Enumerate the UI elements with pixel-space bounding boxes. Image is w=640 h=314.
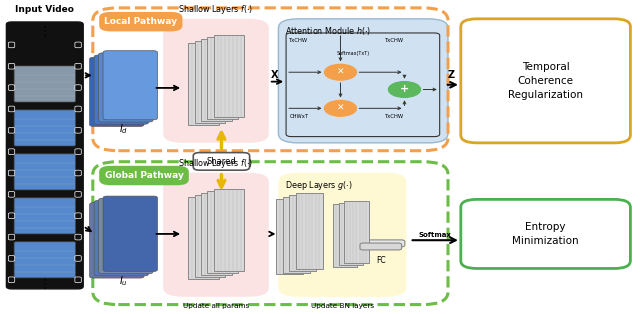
FancyBboxPatch shape [94, 55, 148, 124]
FancyBboxPatch shape [75, 149, 81, 154]
FancyBboxPatch shape [278, 19, 448, 143]
FancyBboxPatch shape [214, 35, 244, 117]
Text: Global Pathway: Global Pathway [104, 171, 184, 180]
FancyBboxPatch shape [75, 127, 81, 133]
FancyBboxPatch shape [99, 53, 153, 122]
FancyBboxPatch shape [188, 43, 219, 125]
Text: Shallow Layers $f(\cdot)$: Shallow Layers $f(\cdot)$ [179, 157, 253, 170]
FancyBboxPatch shape [75, 42, 81, 48]
Text: Temporal
Coherence
Regularization: Temporal Coherence Regularization [508, 62, 583, 100]
Circle shape [324, 64, 356, 80]
FancyBboxPatch shape [214, 189, 244, 271]
Text: +: + [400, 84, 409, 95]
FancyBboxPatch shape [207, 37, 238, 119]
Text: Update all params: Update all params [183, 303, 249, 309]
Text: X: X [271, 70, 278, 80]
FancyBboxPatch shape [333, 204, 357, 267]
FancyBboxPatch shape [163, 19, 269, 143]
Text: Local Pathway: Local Pathway [104, 17, 177, 26]
FancyBboxPatch shape [201, 193, 232, 275]
FancyBboxPatch shape [8, 85, 15, 90]
FancyBboxPatch shape [8, 106, 15, 112]
FancyBboxPatch shape [14, 66, 76, 102]
FancyBboxPatch shape [75, 234, 81, 240]
Text: Z: Z [447, 70, 455, 80]
FancyBboxPatch shape [8, 170, 15, 176]
FancyBboxPatch shape [207, 191, 238, 273]
FancyBboxPatch shape [276, 199, 303, 274]
FancyBboxPatch shape [289, 195, 316, 271]
FancyBboxPatch shape [195, 41, 225, 123]
FancyBboxPatch shape [8, 42, 15, 48]
FancyBboxPatch shape [75, 256, 81, 261]
FancyBboxPatch shape [296, 193, 323, 269]
FancyBboxPatch shape [99, 12, 182, 31]
FancyBboxPatch shape [360, 243, 402, 250]
FancyBboxPatch shape [75, 192, 81, 197]
FancyBboxPatch shape [99, 198, 153, 273]
Text: Attention Module $h(\cdot)$: Attention Module $h(\cdot)$ [285, 25, 371, 37]
FancyBboxPatch shape [75, 277, 81, 283]
FancyBboxPatch shape [188, 197, 219, 279]
FancyBboxPatch shape [8, 277, 15, 283]
FancyBboxPatch shape [8, 127, 15, 133]
FancyBboxPatch shape [8, 256, 15, 261]
Text: Entropy
Minimization: Entropy Minimization [512, 222, 579, 246]
Text: Input Video: Input Video [15, 5, 74, 14]
Text: Deep Layers $g(\cdot)$: Deep Layers $g(\cdot)$ [285, 179, 353, 192]
Text: ✕: ✕ [337, 68, 344, 77]
Text: Softmax(TxT): Softmax(TxT) [337, 51, 370, 56]
FancyBboxPatch shape [14, 198, 76, 234]
Text: $I_u$: $I_u$ [119, 274, 128, 288]
FancyBboxPatch shape [344, 201, 369, 263]
FancyBboxPatch shape [90, 57, 144, 126]
FancyBboxPatch shape [8, 213, 15, 219]
Text: $I_d$: $I_d$ [119, 122, 128, 136]
FancyBboxPatch shape [75, 85, 81, 90]
FancyBboxPatch shape [283, 197, 310, 273]
FancyBboxPatch shape [103, 51, 157, 120]
Text: Shallow Layers $f(\cdot)$: Shallow Layers $f(\cdot)$ [179, 3, 253, 16]
Text: TxCHW: TxCHW [385, 114, 404, 119]
Text: Shared: Shared [207, 157, 236, 166]
FancyBboxPatch shape [163, 173, 269, 297]
FancyBboxPatch shape [103, 196, 157, 271]
FancyBboxPatch shape [14, 242, 76, 278]
Text: FC: FC [376, 256, 386, 265]
Circle shape [324, 100, 356, 116]
FancyBboxPatch shape [6, 22, 83, 289]
FancyBboxPatch shape [201, 39, 232, 121]
FancyBboxPatch shape [8, 63, 15, 69]
FancyBboxPatch shape [75, 170, 81, 176]
Text: ⋮: ⋮ [38, 25, 51, 38]
Text: CHWxT: CHWxT [289, 114, 308, 119]
Text: ⋮: ⋮ [38, 278, 51, 291]
Circle shape [388, 82, 420, 97]
Text: TxCHW: TxCHW [385, 38, 404, 43]
Text: ✕: ✕ [337, 104, 344, 113]
FancyBboxPatch shape [339, 203, 363, 265]
FancyBboxPatch shape [75, 213, 81, 219]
Text: Update BN layers: Update BN layers [311, 303, 374, 309]
FancyBboxPatch shape [90, 203, 144, 278]
FancyBboxPatch shape [193, 153, 250, 170]
FancyBboxPatch shape [75, 63, 81, 69]
FancyBboxPatch shape [75, 106, 81, 112]
FancyBboxPatch shape [8, 149, 15, 154]
FancyBboxPatch shape [8, 234, 15, 240]
FancyBboxPatch shape [364, 240, 405, 247]
FancyBboxPatch shape [94, 201, 148, 276]
FancyBboxPatch shape [99, 166, 189, 185]
Text: Softmax: Softmax [418, 231, 451, 238]
FancyBboxPatch shape [8, 192, 15, 197]
Text: TxCHW: TxCHW [289, 38, 308, 43]
FancyBboxPatch shape [278, 173, 406, 297]
FancyBboxPatch shape [14, 154, 76, 190]
FancyBboxPatch shape [195, 195, 225, 277]
FancyBboxPatch shape [14, 110, 76, 146]
